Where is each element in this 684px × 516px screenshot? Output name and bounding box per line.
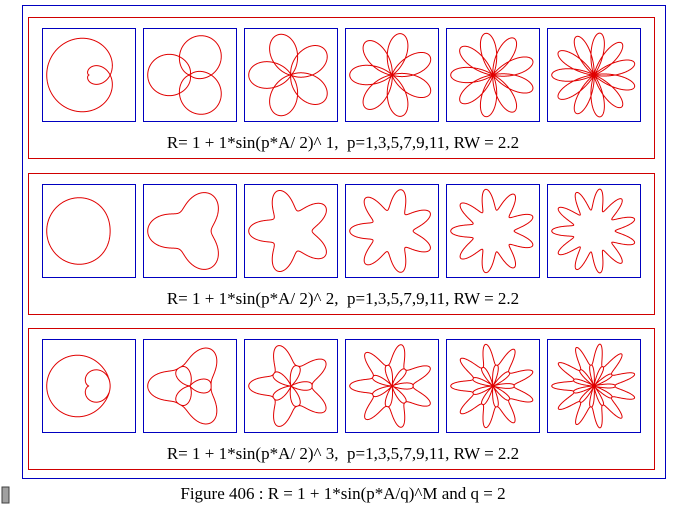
polar-curve xyxy=(46,37,113,113)
polar-curve xyxy=(450,32,534,118)
polar-curve xyxy=(248,190,327,272)
row-caption: R= 1 + 1*sin(p*A/ 2)^ 2, p=1,3,5,7,9,11,… xyxy=(167,289,519,308)
polar-curve xyxy=(551,343,636,429)
polar-curve xyxy=(551,188,636,274)
polar-curve xyxy=(147,192,219,270)
plot-box xyxy=(345,184,439,278)
row-panel xyxy=(28,173,655,315)
polar-curve xyxy=(349,189,431,273)
row-caption: R= 1 + 1*sin(p*A/ 2)^ 1, p=1,3,5,7,9,11,… xyxy=(167,133,519,152)
polar-curve xyxy=(248,33,328,117)
polar-curve xyxy=(349,344,431,428)
row-panel xyxy=(28,17,655,159)
plot-box xyxy=(547,184,641,278)
polar-curve xyxy=(147,347,218,425)
row-caption: R= 1 + 1*sin(p*A/ 2)^ 3, p=1,3,5,7,9,11,… xyxy=(167,444,519,463)
figure-caption: Figure 406 : R = 1 + 1*sin(p*A/q)^M and … xyxy=(180,484,505,503)
plot-box xyxy=(143,339,237,433)
polar-curve xyxy=(248,345,327,427)
plot-box xyxy=(345,28,439,122)
plot-box xyxy=(143,184,237,278)
plot-box xyxy=(547,28,641,122)
outer-frame xyxy=(22,5,666,479)
polar-curve xyxy=(551,32,636,118)
row-panel xyxy=(28,328,655,470)
plot-box xyxy=(42,184,136,278)
plot-box xyxy=(446,339,540,433)
polar-curve xyxy=(46,197,111,265)
corner-icon xyxy=(1,486,10,504)
plot-box xyxy=(345,339,439,433)
plot-box xyxy=(244,184,338,278)
polar-curve xyxy=(147,35,222,115)
polar-curve xyxy=(349,33,432,117)
polar-curve xyxy=(46,354,111,418)
plot-box xyxy=(446,28,540,122)
polar-curve xyxy=(450,188,534,274)
plot-box xyxy=(446,184,540,278)
polar-curve xyxy=(450,343,534,429)
plot-box xyxy=(244,28,338,122)
plot-box xyxy=(42,28,136,122)
plot-box xyxy=(244,339,338,433)
plot-box xyxy=(547,339,641,433)
plot-box xyxy=(42,339,136,433)
plot-box xyxy=(143,28,237,122)
